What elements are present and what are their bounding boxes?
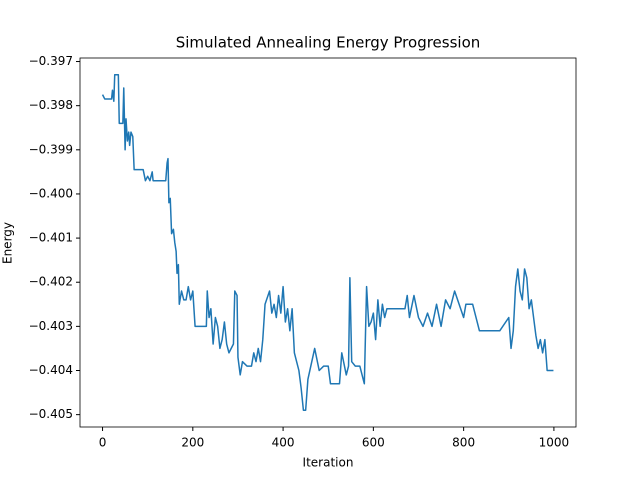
chart-title: Simulated Annealing Energy Progression: [176, 34, 481, 52]
plot-frame: [79, 57, 577, 428]
x-tick-label: 0: [99, 436, 107, 450]
x-tick-label: 800: [452, 436, 475, 450]
x-axis-label: Iteration: [303, 456, 354, 470]
data-line: [101, 74, 554, 411]
y-tick-label: −0.402: [29, 275, 73, 289]
y-tick-label: −0.400: [29, 186, 73, 200]
y-tick-label: −0.403: [29, 319, 73, 333]
y-tick-label: −0.398: [29, 98, 73, 112]
x-tick-label: 600: [362, 436, 385, 450]
y-tick-label: −0.405: [29, 407, 73, 421]
x-tick-label: 400: [272, 436, 295, 450]
x-tick-label: 1000: [539, 436, 570, 450]
x-tick-label: 200: [181, 436, 204, 450]
y-tick-label: −0.399: [29, 142, 73, 156]
y-tick-label: −0.397: [29, 54, 73, 68]
y-axis-label: Energy: [1, 222, 15, 264]
y-tick-label: −0.404: [29, 363, 73, 377]
y-tick-label: −0.401: [29, 231, 73, 245]
